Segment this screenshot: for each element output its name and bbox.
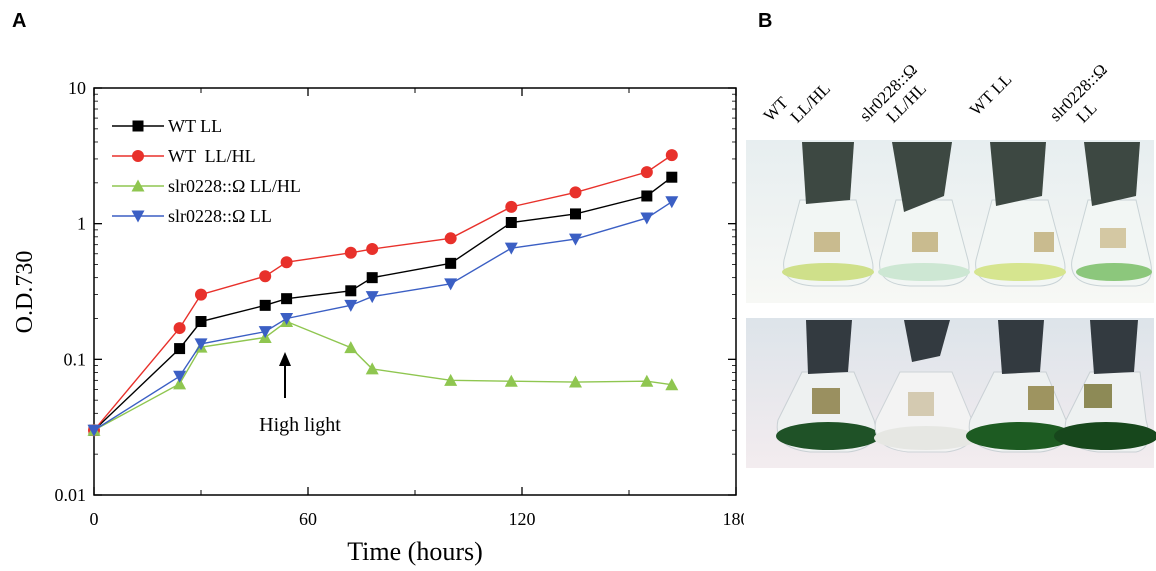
data-point-0-1: [174, 343, 186, 355]
data-point-2-5: [344, 341, 358, 354]
data-point-2-9: [569, 375, 582, 388]
legend-label-3: slr0228::Ω LL: [168, 206, 272, 226]
photo-bottom: [746, 318, 1156, 468]
data-point-0-4: [281, 293, 293, 305]
data-point-1-6: [366, 243, 379, 256]
data-point-1-1: [173, 322, 186, 335]
high-light-annotation: High light: [259, 352, 341, 436]
annotation-label: High light: [259, 414, 341, 436]
data-point-1-5: [344, 246, 357, 259]
x-tick-label-0: 0: [90, 509, 99, 529]
legend-item-1: WT LL/HL: [112, 146, 256, 166]
data-point-0-11: [666, 171, 678, 183]
data-point-3-10: [640, 212, 654, 225]
data-point-3-0: [87, 424, 101, 437]
data-point-1-10: [640, 166, 653, 179]
flask-photo-panel: WT LL/HL slr0228::Ω LL/HL WT LL slr0228:…: [744, 0, 1156, 571]
flask-bottom-4: [1054, 320, 1156, 453]
annotation-arrow-head: [279, 352, 291, 366]
data-point-3-7: [444, 278, 458, 291]
legend-marker-3: [131, 210, 145, 223]
flask-bottom-1: [776, 320, 880, 453]
series-1: [88, 149, 678, 437]
series-3: [87, 196, 679, 437]
data-point-1-3: [259, 270, 272, 283]
data-point-2-8: [504, 374, 518, 387]
legend-label-1: WT LL/HL: [168, 146, 256, 166]
x-tick-label-3: 180: [723, 509, 745, 529]
flask-top-1: [782, 142, 874, 287]
legend-label-0: WT LL: [168, 116, 222, 136]
series-0: [88, 171, 678, 436]
series-layer: [87, 149, 679, 437]
flask-top-4: [1071, 142, 1152, 287]
x-tick-label-1: 60: [299, 509, 317, 529]
series-line-3: [93, 201, 673, 431]
x-tick-label-2: 120: [509, 509, 536, 529]
data-point-0-8: [505, 216, 517, 228]
data-point-3-2: [194, 338, 208, 351]
flask-photos: [746, 140, 1156, 468]
flask-top-2: [878, 142, 970, 287]
data-point-1-9: [569, 186, 582, 199]
y-tick-label-3: 10: [68, 78, 86, 98]
y-axis-label: O.D.730: [12, 251, 38, 334]
legend-item-0: WT LL: [112, 116, 222, 136]
data-point-1-8: [505, 200, 518, 213]
data-point-3-4: [280, 312, 294, 325]
panel-a-letter: A: [12, 10, 27, 32]
data-point-3-1: [173, 370, 187, 383]
data-point-3-5: [344, 299, 358, 312]
legend-item-2: slr0228::Ω LL/HL: [112, 176, 301, 196]
data-point-0-7: [445, 257, 457, 269]
y-axis-ticks: 0.01 0.1 1 10: [55, 78, 736, 505]
data-point-1-7: [444, 232, 457, 245]
flask-top-3: [974, 142, 1066, 287]
legend-marker-2: [131, 179, 145, 192]
flask-bottom-3: [966, 320, 1074, 453]
data-point-2-7: [444, 373, 458, 386]
photo-top: [746, 140, 1154, 303]
series-line-1: [93, 154, 673, 431]
panel-b-letter: B: [758, 10, 773, 32]
data-point-2-6: [365, 362, 379, 375]
data-point-2-1: [173, 377, 187, 390]
legend-marker-0: [132, 120, 144, 132]
legend-item-3: slr0228::Ω LL: [112, 206, 272, 226]
data-point-2-11: [665, 378, 679, 391]
data-point-3-6: [365, 291, 379, 304]
data-point-3-11: [665, 196, 679, 209]
y-tick-label-2: 1: [77, 214, 86, 234]
data-point-0-9: [570, 208, 581, 220]
legend-label-2: slr0228::Ω LL/HL: [168, 176, 301, 196]
y-tick-label-1: 0.1: [64, 349, 87, 369]
data-point-0-3: [259, 299, 271, 311]
y-tick-label-0: 0.01: [55, 485, 87, 505]
data-point-1-4: [280, 256, 293, 269]
series-line-2: [93, 320, 672, 431]
legend-marker-1: [132, 150, 144, 162]
data-point-3-9: [569, 233, 582, 246]
data-point-0-6: [366, 272, 378, 284]
flask-bottom-2: [874, 320, 978, 453]
data-point-3-3: [258, 326, 272, 339]
x-axis-ticks: 0 60 120 180: [90, 88, 745, 529]
data-point-1-11: [665, 149, 678, 162]
data-point-0-2: [195, 316, 207, 328]
x-axis-label: Time (hours): [347, 537, 483, 566]
data-point-1-2: [195, 288, 207, 301]
data-point-0-5: [345, 285, 357, 297]
data-point-0-10: [641, 190, 653, 202]
data-point-2-10: [640, 374, 654, 387]
data-point-3-8: [504, 242, 518, 255]
